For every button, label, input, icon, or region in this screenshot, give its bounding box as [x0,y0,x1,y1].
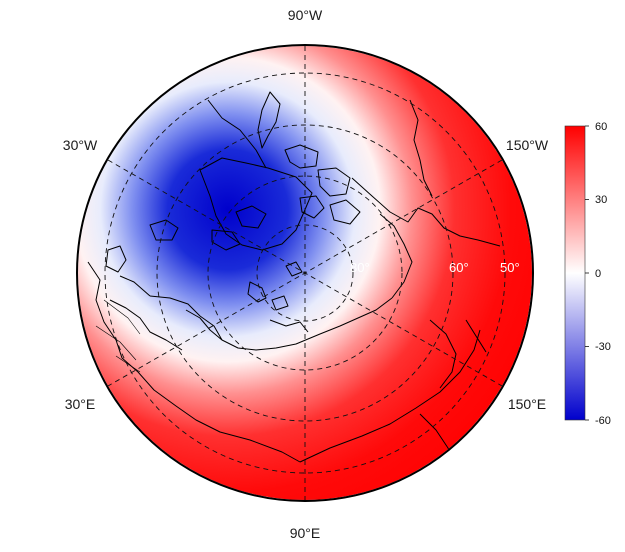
lon-label-upper-right: 150°W [506,137,549,153]
lon-label-upper-left: 30°W [63,137,98,153]
colorbar: 60 30 0 -30 -60 [564,121,611,427]
lat-label-80: 80° [350,260,370,275]
lat-label-50: 50° [500,260,520,275]
colorbar-gradient [564,125,586,421]
lon-label-top: 90°W [288,7,323,23]
colorbar-tick-neg30: -30 [595,341,611,353]
meridian-lines [107,46,503,500]
latitude-circles [104,72,506,474]
lon-label-bottom: 90°E [290,525,321,541]
colorbar-tick-0: 0 [595,268,601,280]
lon-label-lower-left: 30°E [65,396,96,412]
colorbar-tick-60: 60 [595,121,607,133]
colorbar-tick-30: 30 [595,194,607,206]
map-border [76,44,534,502]
coastlines [87,91,501,465]
lat-label-60: 60° [449,260,469,275]
colorbar-tick-neg60: -60 [595,415,611,427]
lon-label-lower-right: 150°E [508,396,546,412]
